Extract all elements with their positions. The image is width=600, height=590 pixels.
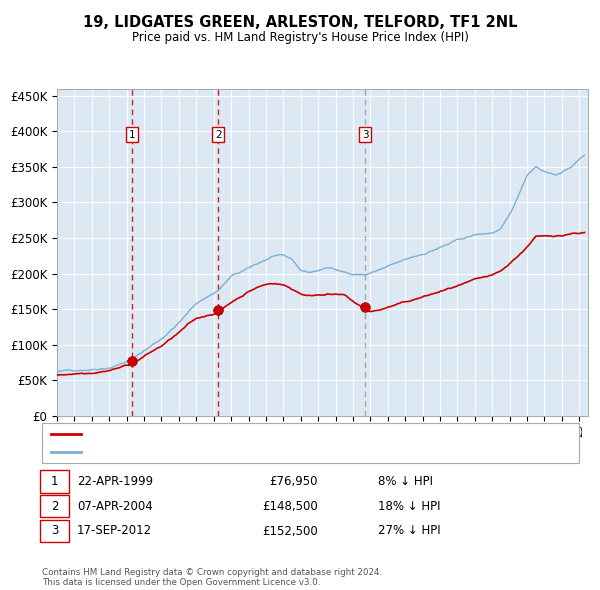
Text: Price paid vs. HM Land Registry's House Price Index (HPI): Price paid vs. HM Land Registry's House … xyxy=(131,31,469,44)
Text: 2: 2 xyxy=(51,500,58,513)
Text: 18% ↓ HPI: 18% ↓ HPI xyxy=(378,500,440,513)
Text: £76,950: £76,950 xyxy=(269,475,318,488)
Text: HPI: Average price, detached house, Telford and Wrekin: HPI: Average price, detached house, Telf… xyxy=(87,447,364,457)
Text: 8% ↓ HPI: 8% ↓ HPI xyxy=(378,475,433,488)
Text: 1: 1 xyxy=(128,130,135,140)
Text: 22-APR-1999: 22-APR-1999 xyxy=(77,475,153,488)
Text: 19, LIDGATES GREEN, ARLESTON, TELFORD, TF1 2NL: 19, LIDGATES GREEN, ARLESTON, TELFORD, T… xyxy=(83,15,517,30)
Text: 2: 2 xyxy=(215,130,222,140)
Text: This data is licensed under the Open Government Licence v3.0.: This data is licensed under the Open Gov… xyxy=(42,578,320,587)
Text: 1: 1 xyxy=(51,475,58,488)
Text: £152,500: £152,500 xyxy=(262,525,318,537)
Text: 27% ↓ HPI: 27% ↓ HPI xyxy=(378,525,440,537)
Text: 19, LIDGATES GREEN, ARLESTON, TELFORD, TF1 2NL (detached house): 19, LIDGATES GREEN, ARLESTON, TELFORD, T… xyxy=(87,430,442,440)
Text: 17-SEP-2012: 17-SEP-2012 xyxy=(77,525,152,537)
Text: 07-APR-2004: 07-APR-2004 xyxy=(77,500,152,513)
Text: Contains HM Land Registry data © Crown copyright and database right 2024.: Contains HM Land Registry data © Crown c… xyxy=(42,568,382,577)
Text: £148,500: £148,500 xyxy=(262,500,318,513)
Text: 3: 3 xyxy=(362,130,368,140)
Text: 3: 3 xyxy=(51,525,58,537)
